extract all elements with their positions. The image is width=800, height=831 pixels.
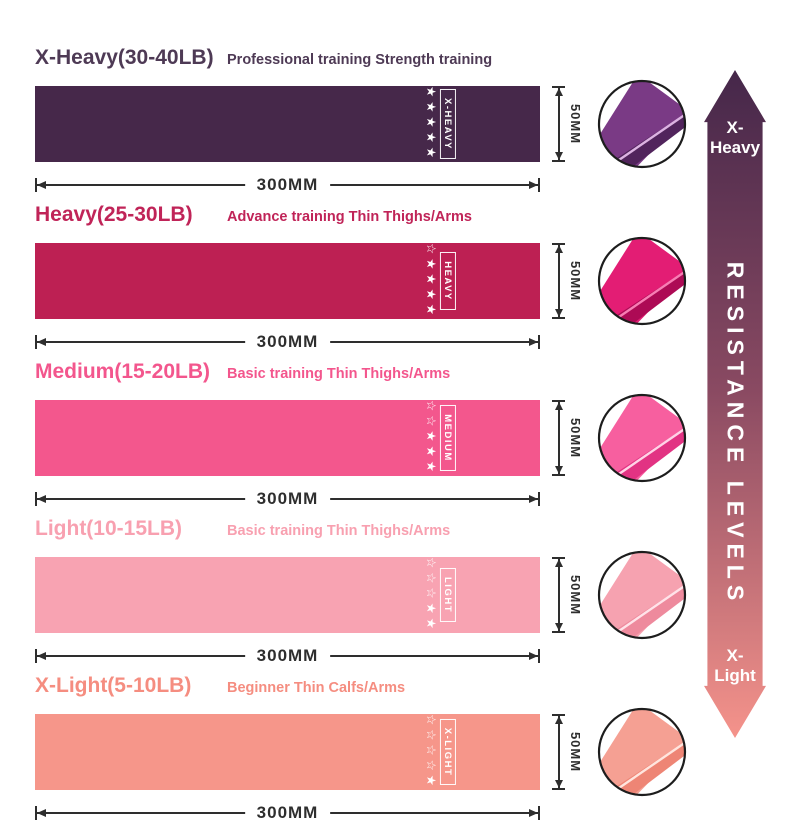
band-row: X-LIGHT ☆☆☆☆★ 50MM: [35, 706, 695, 798]
arrow-bottom-label-line1: X-: [726, 645, 744, 665]
star-rating: ☆★★★★: [423, 242, 438, 320]
resistance-band-swatch: MEDIUM ☆☆★★★: [35, 400, 540, 476]
band-row: MEDIUM ☆☆★★★ 50MM: [35, 392, 695, 484]
level-subtitle: Advance training Thin Thighs/Arms: [227, 209, 472, 225]
band-row: HEAVY ☆★★★★ 50MM: [35, 235, 695, 327]
height-dimension: 50MM: [552, 714, 584, 790]
level-subtitle: Professional training Strength training: [227, 52, 493, 68]
width-dimension: 300MM: [35, 804, 540, 821]
arrow-bottom-label-line2: Light: [714, 665, 756, 685]
band-photo: [597, 236, 687, 326]
level-section-heavy: Heavy(25-30LB) Advance training Thin Thi…: [35, 203, 695, 350]
height-label: 50MM: [568, 103, 583, 145]
band-rating-block: LIGHT ☆☆☆★★: [424, 557, 456, 633]
width-dimension: 300MM: [35, 647, 540, 664]
level-subtitle: Basic training Thin Thighs/Arms: [227, 523, 451, 539]
height-dimension: 50MM: [552, 243, 584, 319]
band-rating-block: X-LIGHT ☆☆☆☆★: [424, 714, 456, 790]
levels-list: X-Heavy(30-40LB) Professional training S…: [35, 46, 695, 831]
level-header: X-Light(5-10LB) Beginner Thin Calfs/Arms: [35, 674, 695, 700]
arrow-top-label-line2: Heavy: [709, 138, 761, 158]
arrow-top-label-line1: X-: [726, 118, 744, 137]
band-photo: [597, 707, 687, 797]
level-header: Heavy(25-30LB) Advance training Thin Thi…: [35, 203, 695, 229]
level-header: X-Heavy(30-40LB) Professional training S…: [35, 46, 695, 72]
level-header: Medium(15-20LB) Basic training Thin Thig…: [35, 360, 695, 386]
resistance-levels-arrow: X- Heavy RESISTANCE LEVELS X- Light: [704, 70, 766, 738]
width-dimension: 300MM: [35, 490, 540, 507]
height-label: 50MM: [568, 574, 583, 616]
height-dimension: 50MM: [552, 557, 584, 633]
level-section-x-heavy: X-Heavy(30-40LB) Professional training S…: [35, 46, 695, 193]
level-title: Heavy(25-30LB): [35, 203, 193, 226]
level-subtitle: Basic training Thin Thighs/Arms: [227, 366, 451, 382]
width-dimension: 300MM: [35, 176, 540, 193]
resistance-band-swatch: X-HEAVY ★★★★★: [35, 86, 540, 162]
height-label: 50MM: [568, 417, 583, 459]
band-name-tag: X-HEAVY: [439, 88, 456, 160]
band-rating-block: MEDIUM ☆☆★★★: [424, 400, 456, 476]
band-name-tag: X-LIGHT: [439, 718, 456, 786]
resistance-band-swatch: HEAVY ☆★★★★: [35, 243, 540, 319]
band-photo: [597, 550, 687, 640]
height-dimension: 50MM: [552, 400, 584, 476]
band-rating-block: X-HEAVY ★★★★★: [424, 86, 456, 162]
arrow-bottom-label: X- Light: [704, 646, 766, 686]
level-subtitle: Beginner Thin Calfs/Arms: [227, 680, 406, 696]
width-label: 300MM: [244, 490, 331, 507]
band-rating-block: HEAVY ☆★★★★: [424, 243, 456, 319]
band-name-tag: LIGHT: [439, 568, 456, 622]
width-dimension: 300MM: [35, 333, 540, 350]
level-title: Medium(15-20LB): [35, 360, 211, 383]
height-label: 50MM: [568, 260, 583, 302]
band-row: LIGHT ☆☆☆★★ 50MM: [35, 549, 695, 641]
level-title: Light(10-15LB): [35, 517, 182, 540]
height-dimension: 50MM: [552, 86, 584, 162]
level-title: X-Light(5-10LB): [35, 674, 192, 697]
arrow-top-label: X- Heavy: [704, 118, 766, 158]
level-section-medium: Medium(15-20LB) Basic training Thin Thig…: [35, 360, 695, 507]
star-rating: ☆☆☆☆★: [423, 713, 438, 791]
band-photo: [597, 79, 687, 169]
star-rating: ☆☆☆★★: [423, 556, 438, 634]
level-section-x-light: X-Light(5-10LB) Beginner Thin Calfs/Arms…: [35, 674, 695, 821]
band-photo: [597, 393, 687, 483]
band-name-tag: HEAVY: [439, 252, 456, 310]
level-title: X-Heavy(30-40LB): [35, 46, 214, 69]
resistance-band-swatch: LIGHT ☆☆☆★★: [35, 557, 540, 633]
width-label: 300MM: [244, 333, 331, 350]
band-row: X-HEAVY ★★★★★ 50MM: [35, 78, 695, 170]
width-label: 300MM: [244, 804, 331, 821]
resistance-band-swatch: X-LIGHT ☆☆☆☆★: [35, 714, 540, 790]
height-label: 50MM: [568, 731, 583, 773]
level-header: Light(10-15LB) Basic training Thin Thigh…: [35, 517, 695, 543]
star-rating: ☆☆★★★: [423, 399, 438, 477]
level-section-light: Light(10-15LB) Basic training Thin Thigh…: [35, 517, 695, 664]
star-rating: ★★★★★: [423, 85, 438, 163]
width-label: 300MM: [244, 647, 331, 664]
band-name-tag: MEDIUM: [439, 405, 456, 471]
arrow-title: RESISTANCE LEVELS: [722, 261, 749, 607]
width-label: 300MM: [244, 176, 331, 193]
